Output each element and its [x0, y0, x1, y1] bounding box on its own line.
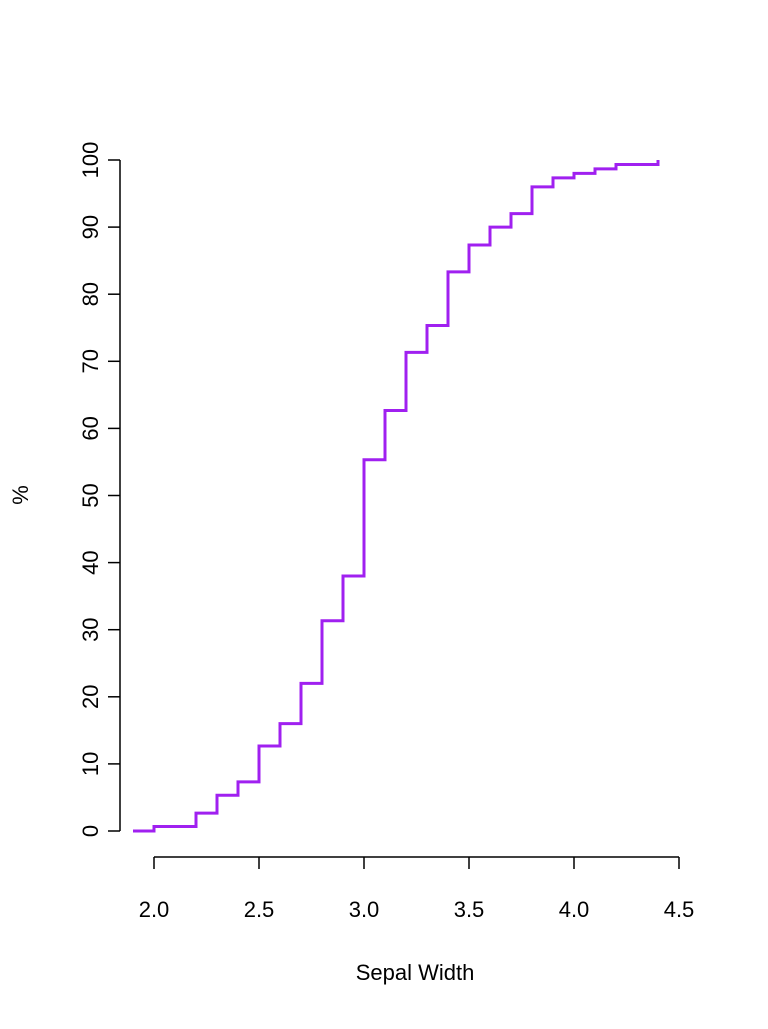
y-tick-label: 0 [78, 825, 103, 837]
y-tick-label: 40 [78, 550, 103, 574]
y-tick-label: 20 [78, 685, 103, 709]
x-tick-label: 4.0 [559, 897, 590, 922]
y-tick-label: 50 [78, 483, 103, 507]
x-tick-label: 4.5 [664, 897, 695, 922]
x-tick-label: 3.5 [454, 897, 485, 922]
x-tick-label: 3.0 [349, 897, 380, 922]
y-tick-label: 80 [78, 282, 103, 306]
y-tick-label: 90 [78, 215, 103, 239]
y-tick-label: 100 [78, 142, 103, 179]
y-tick-label: 70 [78, 349, 103, 373]
x-tick-label: 2.5 [244, 897, 275, 922]
x-axis-label: Sepal Width [356, 960, 475, 985]
y-tick-label: 30 [78, 617, 103, 641]
y-tick-label: 10 [78, 752, 103, 776]
ecdf-line [133, 160, 660, 833]
y-tick-label: 60 [78, 416, 103, 440]
x-tick-label: 2.0 [139, 897, 170, 922]
y-axis-label: % [8, 485, 33, 505]
